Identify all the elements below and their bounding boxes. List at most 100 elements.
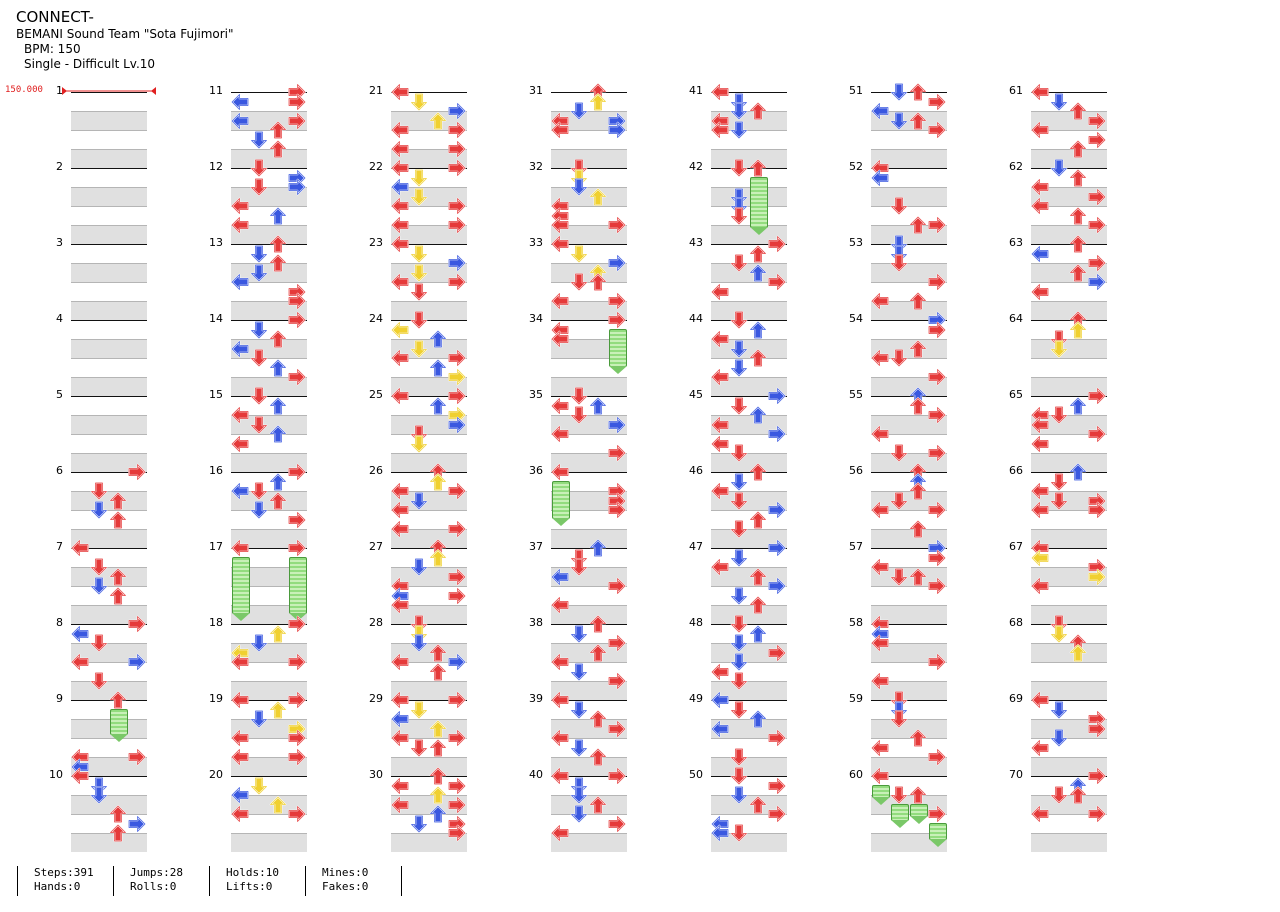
measure-lane: [551, 168, 627, 244]
arrow-right-icon: [928, 273, 946, 291]
arrow-left-icon: [391, 796, 409, 814]
beat-band: [711, 719, 787, 738]
beat-line: [231, 529, 307, 530]
measure-number: 43: [689, 236, 703, 249]
beat-band: [871, 187, 947, 206]
arrow-left-icon: [391, 273, 409, 291]
arrow-down-icon: [410, 558, 428, 576]
arrow-down-icon: [1050, 406, 1068, 424]
beat-band: [1031, 111, 1107, 130]
arrow-left-icon: [551, 653, 569, 671]
measure-number: 67: [1009, 540, 1023, 553]
beat-band: [391, 263, 467, 282]
beat-line: [391, 263, 467, 264]
beat-line: [71, 491, 147, 492]
measure-lane: [871, 472, 947, 548]
arrow-up-icon: [269, 701, 287, 719]
arrow-up-icon: [749, 245, 767, 263]
beat-band: [1031, 453, 1107, 472]
hold-body: [910, 804, 928, 824]
arrow-left-icon: [551, 729, 569, 747]
arrow-up-icon: [429, 739, 447, 757]
beat-line: [71, 586, 147, 587]
chart-column: 51 52 53 54 55 56 57 58 59 60: [815, 82, 995, 857]
arrow-down-icon: [730, 397, 748, 415]
arrow-right-icon: [448, 216, 466, 234]
beat-band: [1031, 833, 1107, 852]
beat-band: [551, 643, 627, 662]
beat-line: [231, 149, 307, 150]
measure-line: [711, 244, 787, 245]
beat-line: [871, 187, 947, 188]
arrow-left-icon: [391, 121, 409, 139]
arrow-right-icon: [288, 539, 306, 557]
arrow-up-icon: [1069, 169, 1087, 187]
measure-lane: [711, 92, 787, 168]
measure-line: [1031, 168, 1107, 169]
beat-line: [711, 358, 787, 359]
beat-band: [231, 149, 307, 168]
beat-band: [231, 529, 307, 548]
measure-number: 30: [369, 768, 383, 781]
arrow-up-icon: [589, 615, 607, 633]
arrow-down-icon: [730, 672, 748, 690]
beat-line: [1031, 263, 1107, 264]
beat-line: [711, 206, 787, 207]
beat-band: [871, 681, 947, 700]
measure-lane: [231, 168, 307, 244]
beat-line: [231, 681, 307, 682]
arrow-down-icon: [250, 131, 268, 149]
beat-band: [711, 605, 787, 624]
beat-line: [711, 415, 787, 416]
beat-line: [871, 662, 947, 663]
beat-band: [1031, 681, 1107, 700]
measure-number: 42: [689, 160, 703, 173]
arrow-left-icon: [231, 340, 249, 358]
arrow-down-icon: [250, 482, 268, 500]
hold-body: [110, 709, 128, 743]
measure-lane: [231, 320, 307, 396]
arrow-right-icon: [1088, 387, 1106, 405]
measure-line: [1031, 396, 1107, 397]
arrow-down-icon: [570, 786, 588, 804]
arrow-up-icon: [589, 796, 607, 814]
arrow-right-icon: [768, 273, 786, 291]
beat-line: [711, 434, 787, 435]
beat-line: [71, 187, 147, 188]
arrow-down-icon: [410, 815, 428, 833]
arrow-down-icon: [570, 406, 588, 424]
arrow-left-icon: [711, 283, 729, 301]
beat-band: [71, 643, 147, 662]
arrow-up-icon: [109, 492, 127, 510]
arrow-up-icon: [429, 805, 447, 823]
hold-body: [232, 557, 250, 621]
arrow-left-icon: [391, 653, 409, 671]
arrow-down-icon: [250, 634, 268, 652]
measure-line: [871, 548, 947, 549]
arrow-left-icon: [391, 501, 409, 519]
beat-line: [71, 529, 147, 530]
arrow-up-icon: [109, 824, 127, 842]
beat-line: [391, 643, 467, 644]
arrow-left-icon: [1031, 435, 1049, 453]
arrow-down-icon: [570, 387, 588, 405]
beat-band: [551, 605, 627, 624]
measure-lane: [71, 92, 147, 168]
arrow-down-icon: [890, 197, 908, 215]
beat-band: [1031, 415, 1107, 434]
beat-band: [1031, 263, 1107, 282]
beat-line: [551, 510, 627, 511]
arrow-right-icon: [928, 406, 946, 424]
beat-line: [1031, 434, 1107, 435]
arrow-down-icon: [730, 786, 748, 804]
chart-column: 61 62 63 64 65 66 67 68 69 70: [975, 82, 1155, 857]
beat-band: [1031, 795, 1107, 814]
arrow-up-icon: [1069, 102, 1087, 120]
measure-lane: [711, 624, 787, 700]
arrow-up-icon: [749, 710, 767, 728]
beat-line: [71, 833, 147, 834]
arrow-down-icon: [730, 549, 748, 567]
beat-line: [711, 586, 787, 587]
beat-line: [551, 795, 627, 796]
beat-line: [1031, 662, 1107, 663]
